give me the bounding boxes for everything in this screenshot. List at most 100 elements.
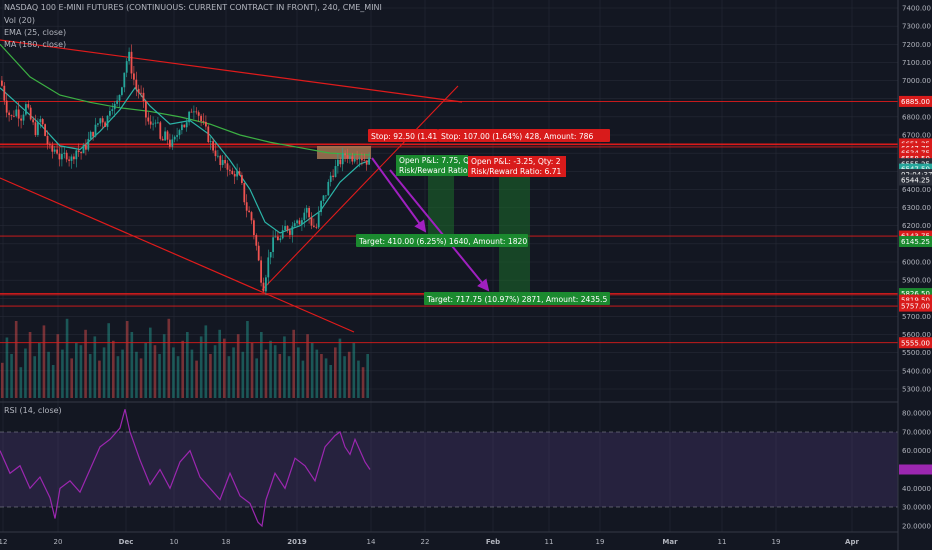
price-tick-label: 5900.00 bbox=[902, 277, 931, 285]
vol-legend[interactable]: Vol (20) bbox=[4, 16, 35, 25]
volume-bar bbox=[56, 334, 60, 398]
candle-body bbox=[339, 159, 342, 165]
price-tick-label: 7000.00 bbox=[902, 77, 931, 85]
trade-labels[interactable]: Stop: 92.50 (1.41 Stop: 107.00 (1.64%) 42… bbox=[356, 129, 610, 305]
candle-body bbox=[293, 223, 296, 227]
time-tick-label: 2019 bbox=[287, 538, 307, 546]
candle-body bbox=[49, 144, 51, 146]
candle-body bbox=[61, 153, 63, 160]
time-axis[interactable]: 12 20 Dec 10 18 2019 14 22 Feb 11 19 Mar 11 19 Apr bbox=[0, 538, 859, 546]
ema-legend[interactable]: EMA (25, close) bbox=[4, 28, 67, 37]
projection-arrow-2[interactable] bbox=[389, 169, 490, 292]
rsi-axis[interactable]: 80.000070.000060.000050.000040.000030.00… bbox=[899, 410, 932, 531]
ma-legend[interactable]: MA (180, close) bbox=[4, 40, 67, 49]
candle-body bbox=[99, 118, 102, 124]
candle-body bbox=[157, 122, 159, 124]
candle-body bbox=[277, 236, 279, 241]
candle-body bbox=[152, 123, 154, 125]
candle-body bbox=[140, 92, 142, 94]
volume-bar bbox=[121, 349, 124, 398]
price-tag[interactable]: 5757.00 bbox=[899, 300, 932, 312]
candle-body bbox=[317, 212, 320, 228]
price-tag[interactable]: 5555.00 bbox=[899, 337, 932, 349]
svg-text:Target: 717.75 (10.97%) 2871,: Target: 717.75 (10.97%) 2871, Amount: 24… bbox=[426, 295, 607, 304]
candle-body bbox=[51, 145, 54, 152]
target-zone-2[interactable] bbox=[499, 162, 530, 294]
candle-body bbox=[226, 163, 229, 170]
candle-body bbox=[365, 160, 368, 165]
candle-body bbox=[104, 122, 106, 127]
position-zones[interactable] bbox=[317, 146, 530, 294]
volume-bar bbox=[306, 334, 309, 398]
entry-zone[interactable] bbox=[317, 146, 371, 159]
rsi-legend[interactable]: RSI (14, close) bbox=[4, 406, 62, 415]
candle-body bbox=[89, 131, 92, 139]
volume-bar bbox=[14, 321, 18, 398]
svg-text:Target: 410.00 (6.25%) 1640, A: Target: 410.00 (6.25%) 1640, Amount: 182… bbox=[358, 237, 527, 246]
rsi-value-tag bbox=[899, 464, 932, 475]
volume-bar bbox=[195, 360, 198, 398]
volume-bar bbox=[264, 349, 268, 398]
candle-body bbox=[349, 156, 351, 159]
candle-body bbox=[56, 149, 58, 154]
candle-body bbox=[289, 230, 291, 235]
price-tag[interactable]: 5826.50 bbox=[899, 288, 932, 300]
lower-trendline[interactable] bbox=[0, 177, 355, 333]
price-tick-label: 7300.00 bbox=[902, 23, 931, 31]
volume-bar bbox=[1, 362, 4, 398]
svg-text:Open P&L: -3.25, Qty: 2: Open P&L: -3.25, Qty: 2 bbox=[471, 157, 561, 166]
candle-body bbox=[207, 126, 210, 142]
volume-bar bbox=[88, 354, 92, 398]
candle-body bbox=[281, 230, 284, 239]
candle-body bbox=[135, 79, 138, 89]
volume-bar bbox=[19, 367, 23, 398]
candle-body bbox=[296, 220, 298, 224]
time-tick-label: 11 bbox=[545, 538, 554, 546]
candle-body bbox=[361, 158, 363, 161]
target-label-1[interactable]: Target: 410.00 (6.25%) 1640, Amount: 182… bbox=[356, 234, 528, 247]
stop-label-1[interactable]: Stop: 92.50 (1.41 bbox=[368, 129, 438, 142]
candle-body bbox=[265, 277, 267, 292]
volume-bar bbox=[144, 343, 147, 398]
candle-body bbox=[39, 119, 42, 123]
candle-body bbox=[301, 220, 303, 225]
candle-body bbox=[231, 170, 234, 175]
rsi-band bbox=[0, 432, 898, 507]
candle-body bbox=[233, 174, 236, 177]
price-tag[interactable]: 6145.25 bbox=[899, 235, 932, 247]
horizontal-lines[interactable] bbox=[0, 100, 898, 344]
projection-arrow-1[interactable] bbox=[371, 157, 427, 233]
upper-trendline[interactable] bbox=[0, 39, 463, 103]
candle-body bbox=[217, 155, 219, 157]
volume-bar bbox=[167, 318, 171, 398]
candle-body bbox=[260, 260, 262, 283]
price-tag[interactable]: 6885.00 bbox=[899, 95, 932, 107]
volume-bar bbox=[116, 356, 120, 398]
volume-bar bbox=[112, 340, 115, 398]
candle-body bbox=[291, 226, 294, 235]
rsi-tick-label: 40.0000 bbox=[902, 485, 931, 493]
candle-body bbox=[41, 119, 44, 125]
candle-body bbox=[368, 157, 370, 165]
candle-body bbox=[236, 171, 238, 177]
candle-body bbox=[178, 130, 181, 136]
price-tick-label: 5400.00 bbox=[902, 367, 931, 375]
volume-bar bbox=[278, 354, 282, 398]
price-tick-label: 7200.00 bbox=[902, 41, 931, 49]
target-label-2[interactable]: Target: 717.75 (10.97%) 2871, Amount: 24… bbox=[424, 292, 610, 305]
projection-arrows[interactable] bbox=[371, 157, 490, 292]
volume-bar bbox=[125, 321, 129, 398]
time-tick-label: Mar bbox=[662, 538, 678, 546]
stop-label-2[interactable]: Stop: 107.00 (1.64%) 428, Amount: 786 bbox=[438, 129, 610, 142]
candle-body bbox=[34, 122, 37, 136]
trend-lines[interactable] bbox=[0, 39, 463, 333]
candle-body bbox=[255, 235, 258, 246]
price-tag[interactable]: 6544.25 bbox=[899, 174, 932, 186]
rising-trendline[interactable] bbox=[261, 85, 459, 291]
candle-body bbox=[161, 138, 164, 141]
price-axis[interactable]: 7400.007300.007200.007100.007000.006900.… bbox=[899, 5, 932, 394]
candle-body bbox=[325, 195, 327, 197]
